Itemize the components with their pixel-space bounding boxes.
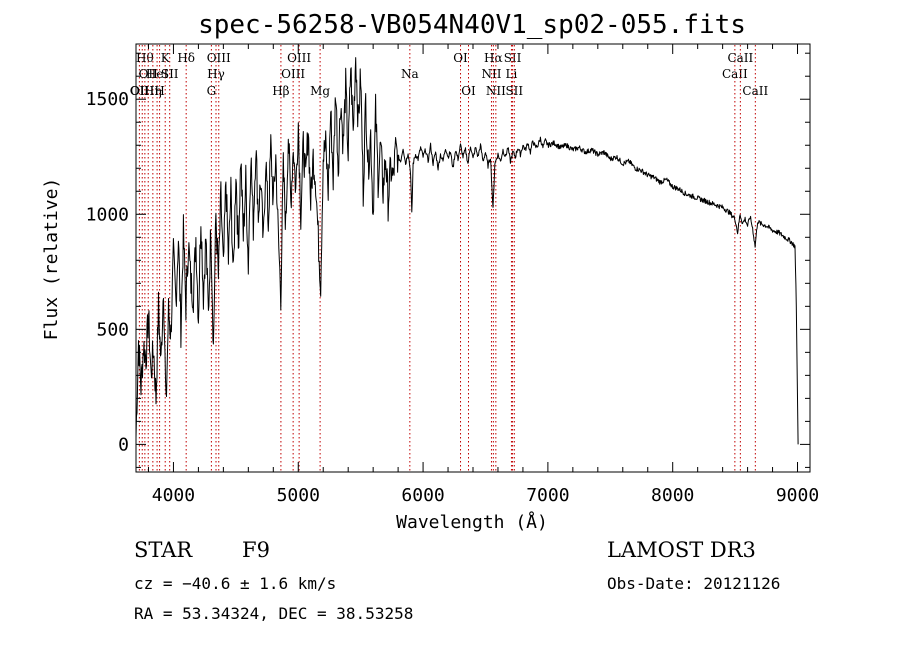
line-marker-label: CaII <box>727 51 753 65</box>
line-marker-label: Hδ <box>177 51 195 65</box>
y-axis: 0 500 1000 1500 <box>86 52 810 468</box>
x-tick-label: 5000 <box>277 485 320 506</box>
x-tick-label: 7000 <box>526 485 569 506</box>
line-marker-label: Hθ <box>136 51 154 65</box>
object-subclass: F9 <box>242 538 270 562</box>
x-tick-label: 4000 <box>152 485 195 506</box>
line-marker-label: H <box>154 84 164 98</box>
line-marker-label: Hγ <box>207 67 225 81</box>
line-marker-label: OI <box>453 51 468 65</box>
line-marker-label: NII <box>481 67 501 81</box>
line-marker-label: NII <box>486 84 506 98</box>
line-marker-label: CaII <box>742 84 768 98</box>
line-marker-label: SII <box>161 67 179 81</box>
line-marker-label: SII <box>504 51 522 65</box>
line-marker-label: G <box>207 84 217 98</box>
y-tick-label: 500 <box>96 319 129 340</box>
x-tick-label: 6000 <box>401 485 444 506</box>
line-marker-label: K <box>161 51 171 65</box>
object-class: STAR <box>134 538 193 562</box>
y-tick-label: 1500 <box>86 89 129 110</box>
x-tick-label: 8000 <box>651 485 694 506</box>
x-axis-label: Wavelength (Å) <box>396 511 548 533</box>
line-marker-label: Na <box>401 67 419 81</box>
line-marker-label: OIII <box>287 51 311 65</box>
obs-date: Obs-Date: 20121126 <box>607 574 781 593</box>
line-marker-label: Li <box>506 67 518 81</box>
chart-title: spec-56258-VB054N40V1_sp02-055.fits <box>198 10 746 40</box>
spectrum-line <box>135 57 799 445</box>
y-axis-label: Flux (relative) <box>41 178 62 341</box>
redshift-text: cz = −40.6 ± 1.6 km/s <box>134 574 337 593</box>
line-marker-label: OIII <box>281 67 305 81</box>
plot-frame <box>135 43 811 473</box>
spectrum-series <box>135 57 799 445</box>
line-marker-label: SII <box>505 84 523 98</box>
survey-name: LAMOST DR3 <box>607 538 756 562</box>
line-marker-label: Mg <box>310 84 330 98</box>
x-axis: 4000 5000 6000 7000 8000 9000 <box>147 44 819 506</box>
line-marker-label: Hα <box>484 51 503 65</box>
coordinates: RA = 53.34324, DEC = 38.53258 <box>134 604 414 623</box>
y-tick-label: 1000 <box>86 204 129 225</box>
line-marker-label: OI <box>461 84 476 98</box>
y-tick-label: 0 <box>118 434 129 455</box>
x-tick-label: 9000 <box>776 485 819 506</box>
line-marker-label: CaII <box>722 67 748 81</box>
line-marker-label: HeI <box>146 67 169 81</box>
line-marker-label: Hβ <box>272 84 289 98</box>
line-marker-label: OIII <box>207 51 231 65</box>
line-markers: OIIOIIIHθOIIHηHeIHKSIIHδGHγOIIIHβOIIIOII… <box>130 45 768 471</box>
